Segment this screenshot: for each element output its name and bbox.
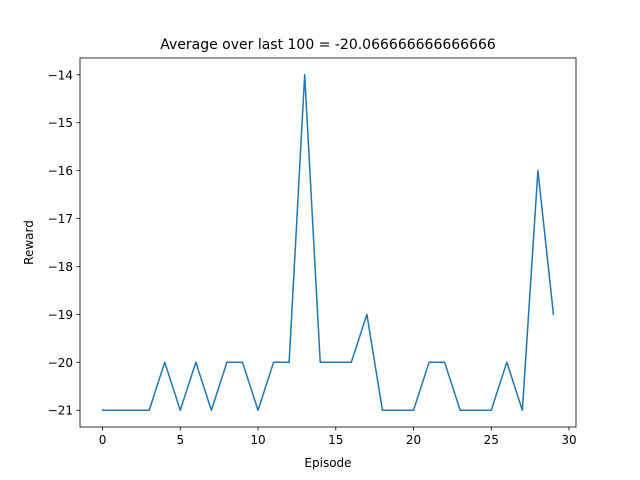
y-tick-label: −15: [48, 116, 73, 130]
x-tick-label: 5: [176, 433, 184, 447]
y-tick-label: −17: [48, 212, 73, 226]
y-axis-label: Reward: [22, 220, 36, 265]
y-tick-label: −18: [48, 260, 73, 274]
y-axis: −21 −20 −19 −18 −17 −16 −15 −14: [48, 68, 80, 418]
x-tick-label: 25: [484, 433, 499, 447]
y-tick-label: −21: [48, 404, 73, 418]
y-tick-label: −19: [48, 308, 73, 322]
plot-area: [101, 74, 555, 411]
x-axis-label: Episode: [304, 456, 351, 470]
x-tick-label: 20: [406, 433, 421, 447]
y-tick-label: −14: [48, 68, 73, 82]
x-tick-label: 10: [250, 433, 265, 447]
x-tick-label: 15: [328, 433, 343, 447]
axes-frame: [79, 57, 577, 428]
chart-title: Average over last 100 = -20.066666666666…: [160, 37, 496, 53]
y-tick-label: −16: [48, 164, 73, 178]
x-tick-label: 0: [99, 433, 107, 447]
x-axis: 0 5 10 15 20 25 30: [99, 427, 577, 447]
x-tick-label: 30: [561, 433, 576, 447]
y-tick-label: −20: [48, 356, 73, 370]
reward-series-line: [101, 74, 555, 411]
